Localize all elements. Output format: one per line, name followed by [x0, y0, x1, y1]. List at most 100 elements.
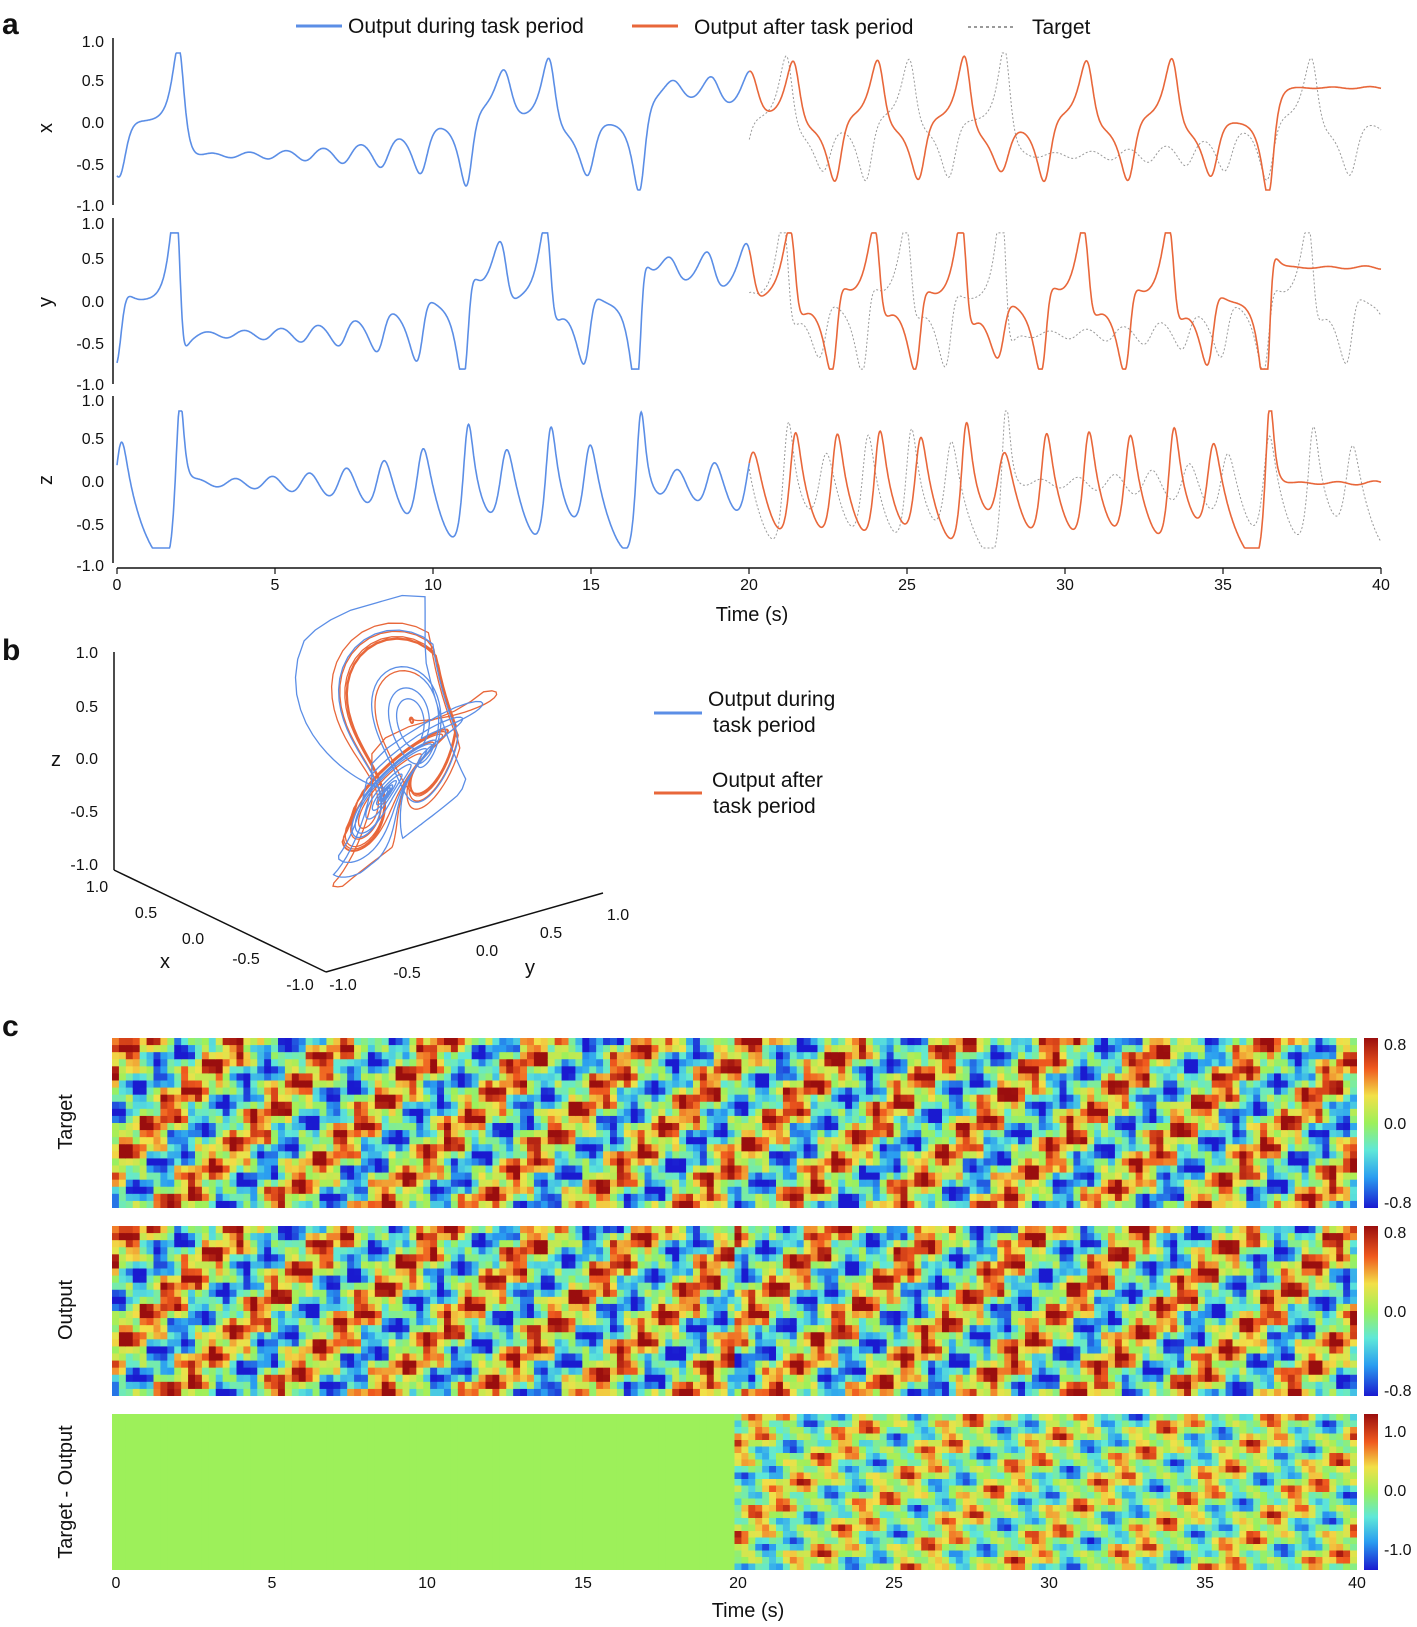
- heatmap-cell: [1080, 1101, 1088, 1110]
- heatmap-cell: [1094, 1179, 1102, 1188]
- heatmap-cell: [776, 1045, 784, 1053]
- heatmap-cell: [976, 1186, 985, 1195]
- heatmap-cell: [271, 1073, 279, 1082]
- heatmap-cell: [997, 1059, 1005, 1067]
- heatmap-cell: [174, 1193, 182, 1202]
- heatmap-cell: [1059, 1080, 1068, 1089]
- heatmap-cell: [547, 1115, 556, 1124]
- heatmap-cell: [506, 1052, 514, 1060]
- heatmap-cell: [1004, 1123, 1012, 1131]
- heatmap-cell: [333, 1066, 341, 1075]
- heatmap-cell: [298, 1130, 307, 1138]
- heatmap-cell: [381, 1080, 390, 1089]
- heatmap-cell: [1225, 1186, 1234, 1195]
- heatmap-cell: [195, 1318, 203, 1326]
- heatmap-cell: [181, 1123, 189, 1131]
- heatmap-cell: [513, 1115, 521, 1124]
- heatmap-cell: [1149, 1130, 1158, 1138]
- heatmap-cell: [520, 1151, 528, 1160]
- heatmap-cell: [789, 1123, 798, 1131]
- heatmap-cell: [1315, 1101, 1324, 1110]
- heatmap-cell: [693, 1052, 701, 1060]
- heatmap-cell: [1073, 1038, 1081, 1046]
- heatmap-cell: [146, 1332, 155, 1340]
- heatmap-cell: [1094, 1052, 1102, 1060]
- heatmap-cell: [278, 1130, 286, 1138]
- heatmap-cell: [264, 1374, 272, 1383]
- heatmap-cell: [236, 1151, 245, 1160]
- heatmap-cell: [1211, 1101, 1220, 1110]
- heatmap-cell: [139, 1151, 148, 1160]
- heatmap-cell: [222, 1179, 231, 1188]
- heatmap-cell: [955, 1108, 964, 1117]
- heatmap-cell: [132, 1296, 141, 1305]
- heatmap-cell: [416, 1200, 424, 1208]
- heatmap-cell: [1184, 1087, 1192, 1096]
- heatmap-cell: [298, 1066, 307, 1075]
- heatmap-cell: [865, 1186, 874, 1195]
- heatmap-cell: [845, 1151, 853, 1160]
- heatmap-cell: [693, 1158, 701, 1167]
- heatmap-cell: [651, 1108, 660, 1117]
- heatmap-cell: [160, 1066, 168, 1075]
- heatmap-cell: [471, 1073, 480, 1082]
- heatmap-cell: [845, 1137, 853, 1145]
- heatmap-cell: [776, 1137, 784, 1145]
- heatmap-cell: [444, 1080, 452, 1089]
- heatmap-cell: [340, 1094, 348, 1103]
- heatmap-cell: [935, 1172, 943, 1181]
- heatmap-cell: [1246, 1073, 1254, 1082]
- heatmap-cell: [174, 1367, 182, 1376]
- heatmap-cell: [796, 1186, 805, 1195]
- heatmap-cell: [872, 1172, 881, 1181]
- heatmap-cell: [264, 1108, 272, 1117]
- heatmap-cell: [1101, 1165, 1109, 1174]
- heatmap-cell: [1121, 1052, 1130, 1060]
- heatmap-cell: [319, 1080, 328, 1089]
- heatmap-cell: [374, 1073, 383, 1082]
- heatmap-cell: [755, 1179, 763, 1188]
- heatmap-cell: [1232, 1193, 1241, 1202]
- heatmap-cell: [112, 1052, 120, 1060]
- heatmap-cell: [769, 1115, 777, 1124]
- heatmap-cell: [340, 1073, 348, 1082]
- heatmap-cell: [969, 1151, 978, 1160]
- panel-a-xtick: 20: [740, 577, 758, 594]
- heatmap-cell: [990, 1101, 998, 1110]
- heatmap-cell: [201, 1325, 210, 1333]
- heatmap-cell: [575, 1094, 583, 1103]
- heatmap-cell: [859, 1038, 867, 1046]
- heatmap-cell: [236, 1073, 245, 1082]
- heatmap-cell: [1038, 1038, 1047, 1046]
- heatmap-cell: [1184, 1094, 1192, 1103]
- heatmap-cell: [1121, 1073, 1130, 1082]
- heatmap-cell: [229, 1115, 238, 1124]
- heatmap-cell: [921, 1066, 929, 1075]
- heatmap-cell: [1018, 1144, 1026, 1152]
- heatmap-cell: [672, 1045, 680, 1053]
- heatmap-cell: [575, 1144, 583, 1152]
- heatmap-cell: [955, 1137, 964, 1145]
- heatmap-cell: [132, 1066, 141, 1075]
- heatmap-cell: [257, 1233, 265, 1241]
- heatmap-cell: [112, 1268, 120, 1277]
- heatmap-cell: [533, 1094, 542, 1103]
- heatmap-cell: [1336, 1158, 1344, 1167]
- heatmap-cell: [1170, 1115, 1178, 1124]
- heatmap-cell: [1059, 1087, 1068, 1096]
- heatmap-cell: [886, 1115, 895, 1124]
- heatmap-cell: [1149, 1123, 1158, 1131]
- heatmap-cell: [686, 1094, 694, 1103]
- heatmap-cell: [201, 1339, 210, 1348]
- heatmap-cell: [118, 1151, 127, 1160]
- heatmap-cell: [464, 1094, 473, 1103]
- heatmap-cell: [1052, 1101, 1061, 1110]
- heatmap-cell: [409, 1108, 417, 1117]
- heatmap-cell: [686, 1165, 694, 1174]
- heatmap-cell: [838, 1144, 846, 1152]
- heatmap-cell: [326, 1087, 334, 1096]
- heatmap-cell: [527, 1094, 535, 1103]
- heatmap-cell: [942, 1200, 950, 1208]
- heatmap-cell: [596, 1045, 604, 1053]
- heatmap-cell: [160, 1193, 168, 1202]
